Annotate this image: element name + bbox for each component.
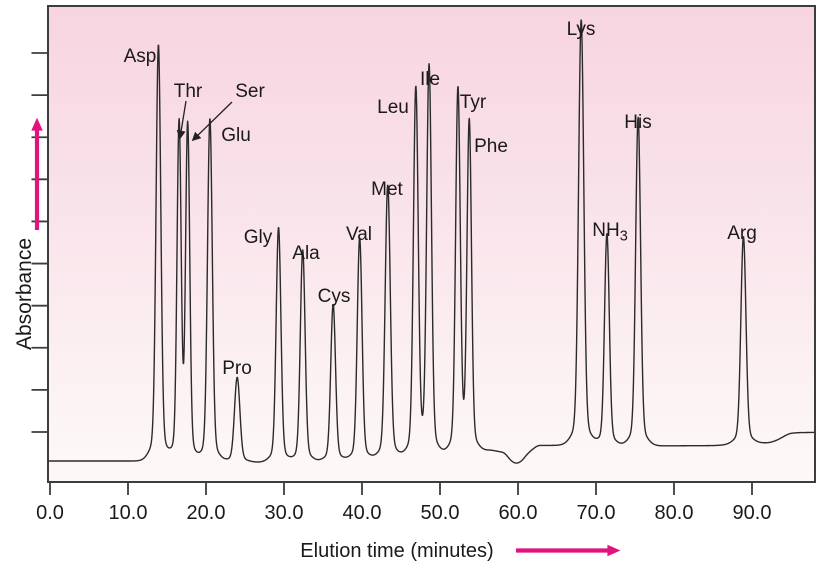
x-tick-label: 50.0	[421, 502, 460, 524]
peak-label-Phe: Phe	[474, 136, 508, 157]
plot-border	[47, 5, 816, 483]
peak-label-Leu: Leu	[377, 97, 409, 118]
peak-pointer-arrow-icon	[191, 101, 233, 142]
x-axis-title: Elution time (minutes)	[300, 540, 493, 562]
peak-label-Thr: Thr	[174, 81, 203, 102]
peak-label-Asp: Asp	[124, 46, 157, 67]
peak-label-His: His	[624, 112, 651, 133]
peak-label-Pro: Pro	[222, 358, 252, 379]
peak-label-subscript: 3	[620, 229, 628, 245]
y-axis-title: Absorbance	[13, 238, 36, 350]
peak-label-Val: Val	[346, 224, 372, 245]
x-tick-label: 30.0	[265, 502, 304, 524]
x-tick-label: 90.0	[733, 502, 772, 524]
x-tick-label: 70.0	[577, 502, 616, 524]
peak-label-Cys: Cys	[318, 286, 351, 307]
peak-label-Ile: Ile	[420, 69, 440, 90]
chromatogram-curve	[48, 19, 816, 464]
x-tick-label: 80.0	[655, 502, 694, 524]
x-tick-label: 60.0	[499, 502, 538, 524]
peak-label-Met: Met	[371, 179, 403, 200]
peak-label-Ala: Ala	[292, 243, 320, 264]
axis-ticks-layer: 0.0 10.0 20.0 30.0 40.0 50.0 60.0 70.0 80.0 90.0	[31, 52, 772, 524]
peak-labels-layer: Asp Thr Ser Glu Pro Gly Ala Cys Val Met Leu Ile Tyr P…	[124, 19, 757, 379]
peak-label-Tyr: Tyr	[460, 92, 487, 113]
peak-label-Gly: Gly	[244, 227, 273, 248]
peak-pointer-arrow-icon	[176, 100, 187, 140]
x-tick-label: 0.0	[36, 502, 64, 524]
peak-label-Glu: Glu	[221, 125, 251, 146]
x-tick-label: 10.0	[109, 502, 148, 524]
x-tick-label: 20.0	[187, 502, 226, 524]
x-tick-label: 40.0	[343, 502, 382, 524]
peak-label-Ser: Ser	[235, 81, 265, 102]
peak-label-Arg: Arg	[727, 223, 757, 244]
peak-label-Lys: Lys	[567, 19, 596, 40]
chromatogram-curve-layer	[48, 19, 816, 464]
